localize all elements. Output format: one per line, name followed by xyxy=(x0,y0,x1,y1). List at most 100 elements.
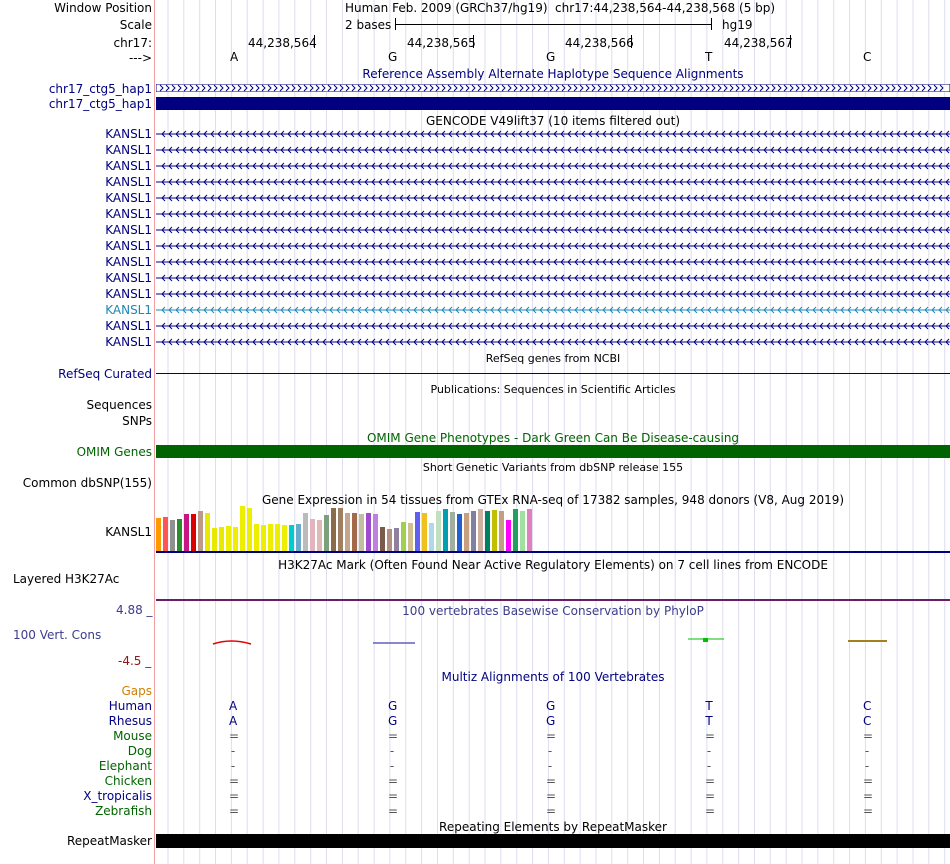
omim-feature[interactable] xyxy=(156,445,950,458)
gtex-bar[interactable] xyxy=(212,528,217,551)
gtex-bar[interactable] xyxy=(317,519,322,551)
haplotype-feature-1[interactable] xyxy=(156,84,950,92)
gencode-feature[interactable] xyxy=(156,290,950,298)
gtex-bar[interactable] xyxy=(520,511,525,551)
multiz-species-label[interactable]: Mouse xyxy=(113,729,152,743)
gtex-bar[interactable] xyxy=(240,506,245,551)
publications-track-title[interactable]: Publications: Sequences in Scientific Ar… xyxy=(430,383,676,396)
dbsnp-label[interactable]: Common dbSNP(155) xyxy=(22,476,152,490)
multiz-species-label[interactable]: Chicken xyxy=(104,774,152,788)
gencode-label[interactable]: KANSL1 xyxy=(105,191,152,205)
gtex-bar[interactable] xyxy=(233,526,238,551)
multiz-gaps-label[interactable]: Gaps xyxy=(121,684,152,698)
gencode-feature[interactable] xyxy=(156,306,950,314)
refseq-feature[interactable] xyxy=(156,373,950,374)
omim-track-title[interactable]: OMIM Gene Phenotypes - Dark Green Can Be… xyxy=(366,431,740,445)
dbsnp-track-title[interactable]: Short Genetic Variants from dbSNP releas… xyxy=(422,461,684,474)
gtex-bar[interactable] xyxy=(527,509,532,551)
phylop-plot[interactable] xyxy=(156,630,950,654)
gtex-bar[interactable] xyxy=(170,519,175,551)
h3k27ac-track-title[interactable]: H3K27Ac Mark (Often Found Near Active Re… xyxy=(278,558,828,572)
gencode-label[interactable]: KANSL1 xyxy=(105,143,152,157)
gencode-feature[interactable] xyxy=(156,258,950,266)
gencode-label[interactable]: KANSL1 xyxy=(105,223,152,237)
gencode-label[interactable]: KANSL1 xyxy=(105,303,152,317)
gtex-bar[interactable] xyxy=(261,524,266,551)
gencode-label[interactable]: KANSL1 xyxy=(105,255,152,269)
gtex-bar[interactable] xyxy=(275,523,280,551)
gtex-bar[interactable] xyxy=(310,518,315,551)
gtex-bar[interactable] xyxy=(303,513,308,551)
gtex-bar[interactable] xyxy=(415,512,420,551)
refseq-label[interactable]: RefSeq Curated xyxy=(58,367,152,381)
gtex-bar[interactable] xyxy=(331,508,336,551)
gtex-bar[interactable] xyxy=(198,511,203,551)
gencode-label[interactable]: KANSL1 xyxy=(105,271,152,285)
gtex-bar[interactable] xyxy=(156,517,161,551)
gtex-bar[interactable] xyxy=(443,509,448,551)
gtex-bar[interactable] xyxy=(254,523,259,551)
gencode-feature[interactable] xyxy=(156,146,950,154)
multiz-track-title[interactable]: Multiz Alignments of 100 Vertebrates xyxy=(441,670,665,684)
gencode-feature[interactable] xyxy=(156,242,950,250)
publications-sequences-label[interactable]: Sequences xyxy=(86,398,152,412)
gencode-feature[interactable] xyxy=(156,226,950,234)
repeatmasker-label[interactable]: RepeatMasker xyxy=(66,834,152,848)
gtex-bar[interactable] xyxy=(338,508,343,551)
haplotype-label-2[interactable]: chr17_ctg5_hap1 xyxy=(48,97,152,111)
position-range[interactable]: chr17:44,238,564-44,238,568 (5 bp) xyxy=(555,1,776,15)
gtex-bar[interactable] xyxy=(296,523,301,551)
gtex-bar[interactable] xyxy=(205,513,210,551)
gtex-bar[interactable] xyxy=(429,522,434,551)
gtex-bar[interactable] xyxy=(492,510,497,551)
gtex-bar[interactable] xyxy=(366,513,371,551)
gtex-bar[interactable] xyxy=(226,525,231,551)
gtex-bar[interactable] xyxy=(373,514,378,551)
gtex-bar[interactable] xyxy=(282,524,287,551)
gencode-feature[interactable] xyxy=(156,210,950,218)
gtex-bar[interactable] xyxy=(345,513,350,551)
gencode-feature[interactable] xyxy=(156,178,950,186)
multiz-species-label[interactable]: Dog xyxy=(127,744,152,758)
gtex-bar[interactable] xyxy=(422,513,427,551)
gencode-feature[interactable] xyxy=(156,274,950,282)
gencode-label[interactable]: KANSL1 xyxy=(105,159,152,173)
gtex-bar[interactable] xyxy=(184,514,189,551)
gtex-bar[interactable] xyxy=(485,511,490,551)
gtex-bar[interactable] xyxy=(478,509,483,551)
phylop-track-title[interactable]: 100 vertebrates Basewise Conservation by… xyxy=(402,604,704,618)
multiz-species-label[interactable]: X_tropicalis xyxy=(83,789,152,803)
haplotype-label-1[interactable]: chr17_ctg5_hap1 xyxy=(48,82,152,96)
gtex-bar[interactable] xyxy=(359,514,364,551)
gtex-bar[interactable] xyxy=(219,526,224,551)
gtex-bar[interactable] xyxy=(457,514,462,551)
multiz-species-label[interactable]: Elephant xyxy=(98,759,152,773)
gtex-bar[interactable] xyxy=(387,529,392,551)
gtex-label[interactable]: KANSL1 xyxy=(105,525,152,539)
repeatmasker-track-title[interactable]: Repeating Elements by RepeatMasker xyxy=(439,820,667,834)
gtex-bar[interactable] xyxy=(380,526,385,551)
gencode-label[interactable]: KANSL1 xyxy=(105,319,152,333)
multiz-species-label[interactable]: Zebrafish xyxy=(95,804,152,818)
multiz-species-label[interactable]: Rhesus xyxy=(108,714,152,728)
gtex-bar[interactable] xyxy=(163,516,168,551)
gencode-track-title[interactable]: GENCODE V49lift37 (10 items filtered out… xyxy=(425,114,680,128)
gtex-bar[interactable] xyxy=(499,511,504,551)
gtex-bar[interactable] xyxy=(191,514,196,551)
gtex-bar-chart[interactable] xyxy=(156,506,536,551)
gtex-bar[interactable] xyxy=(352,513,357,551)
gencode-label[interactable]: KANSL1 xyxy=(105,207,152,221)
gencode-feature[interactable] xyxy=(156,338,950,346)
gtex-bar[interactable] xyxy=(394,528,399,551)
gencode-feature[interactable] xyxy=(156,322,950,330)
gtex-bar[interactable] xyxy=(450,512,455,551)
haplotype-feature-2[interactable] xyxy=(156,97,950,110)
gencode-label[interactable]: KANSL1 xyxy=(105,239,152,253)
gtex-bar[interactable] xyxy=(506,519,511,551)
gtex-bar[interactable] xyxy=(436,511,441,551)
gtex-bar[interactable] xyxy=(289,524,294,551)
multiz-species-label[interactable]: Human xyxy=(108,699,152,713)
publications-snps-label[interactable]: SNPs xyxy=(122,414,152,428)
gencode-feature[interactable] xyxy=(156,130,950,138)
gencode-label[interactable]: KANSL1 xyxy=(105,175,152,189)
